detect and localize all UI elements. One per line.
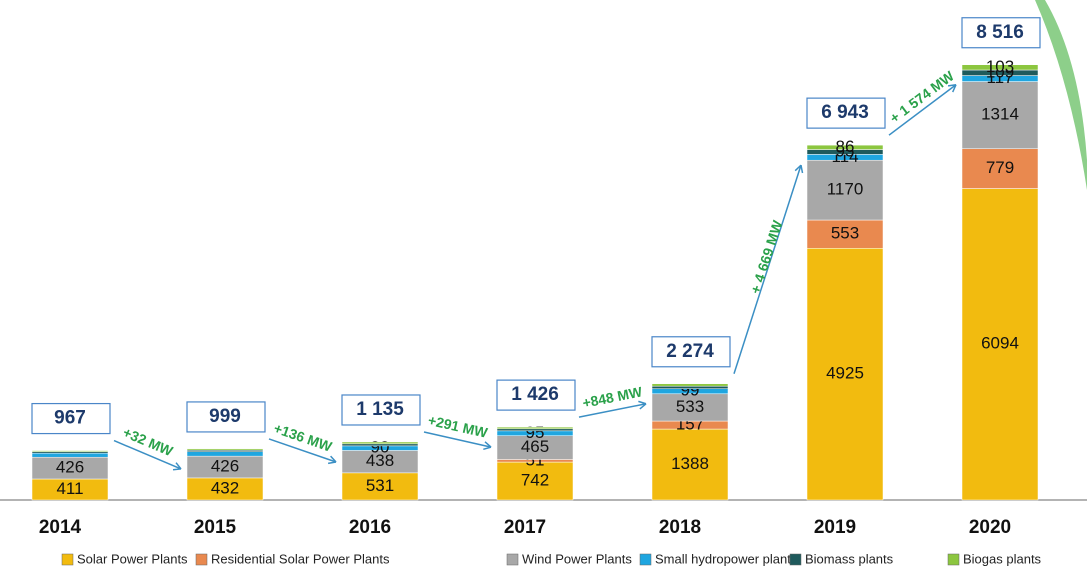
- arrow: [733, 164, 802, 375]
- x-tick-label: 2019: [814, 517, 856, 538]
- total-label: 2 274: [666, 341, 714, 362]
- legend-label: Small hydropower plants: [655, 551, 798, 566]
- total-box: [341, 394, 421, 426]
- bar-segment: [31, 452, 109, 458]
- legend-label: Wind Power Plants: [522, 551, 632, 566]
- bar-segment: [651, 385, 729, 389]
- arrow-head: [638, 400, 647, 410]
- x-tick-label: 2016: [349, 517, 391, 538]
- legend-swatch: [61, 553, 74, 566]
- data-label: 531: [366, 476, 394, 495]
- total-box: [961, 17, 1041, 49]
- data-label: 6094: [981, 334, 1019, 353]
- x-tick-label: 2014: [39, 517, 82, 538]
- legend-swatch: [789, 553, 802, 566]
- bar-segment: [651, 383, 729, 387]
- total-label: 1 135: [356, 399, 404, 420]
- legend-swatch: [506, 553, 519, 566]
- arrow: [888, 84, 957, 136]
- annotation: + 1 574 MW: [887, 67, 958, 126]
- arrow-head: [172, 462, 182, 471]
- bar-segment: [806, 144, 884, 150]
- total-box: [31, 402, 111, 435]
- x-tick-label: 2018: [659, 517, 701, 538]
- legend-swatch: [639, 553, 652, 566]
- data-label: 432: [211, 478, 239, 497]
- bar-segment: [961, 81, 1039, 149]
- data-label: 4925: [826, 364, 864, 383]
- total-box: [651, 336, 731, 368]
- arrow: [578, 403, 647, 418]
- legend-swatch: [947, 553, 960, 566]
- legend-label: Solar Power Plants: [77, 551, 188, 566]
- total-label: 1 426: [511, 384, 559, 405]
- total-box: [806, 97, 886, 129]
- bar-segment: [341, 443, 419, 447]
- legend-label: Biogas plants: [963, 551, 1042, 566]
- total-label: 999: [209, 406, 241, 427]
- bar-segment: [806, 219, 884, 249]
- x-tick-label: 2020: [969, 517, 1011, 538]
- bar-segment: [341, 441, 419, 445]
- annotation: +32 MW: [121, 424, 176, 460]
- legend-label: Biomass plants: [805, 551, 894, 566]
- data-label: 533: [676, 397, 704, 416]
- annotation: +291 MW: [427, 412, 490, 441]
- legend-swatch: [195, 553, 208, 566]
- data-label: 1170: [827, 180, 864, 199]
- bar-segment: [961, 64, 1039, 71]
- arrow: [268, 438, 337, 463]
- arrow: [423, 431, 492, 448]
- data-label: 411: [56, 479, 83, 498]
- arrow-head: [947, 83, 957, 93]
- arrow-head: [327, 455, 337, 465]
- annotation: + 4 669 MW: [747, 218, 786, 296]
- bar-segment: [186, 448, 264, 451]
- arrow-head: [794, 164, 804, 174]
- bar-segment: [31, 450, 109, 452]
- total-box: [496, 379, 576, 411]
- data-label: 95: [526, 423, 545, 442]
- bar-segment: [186, 451, 264, 457]
- bar-segment: [496, 428, 574, 432]
- data-label: 742: [521, 471, 549, 490]
- bar-segment: [651, 393, 729, 422]
- arrow-head: [483, 441, 492, 451]
- x-tick-label: 2015: [194, 517, 237, 538]
- decoration: [1035, 0, 1087, 190]
- bar-segment: [496, 426, 574, 430]
- total-label: 8 516: [976, 22, 1024, 43]
- data-label: 426: [211, 457, 239, 476]
- data-label: 1314: [981, 105, 1019, 124]
- annotation: +136 MW: [272, 420, 335, 455]
- data-label: 90: [371, 438, 390, 457]
- bar-segment: [961, 188, 1039, 501]
- arrow: [113, 439, 182, 470]
- bar-segment: [806, 159, 884, 221]
- x-tick-label: 2017: [504, 517, 546, 538]
- data-label: 86: [836, 137, 855, 156]
- total-box: [186, 401, 266, 433]
- data-label: 779: [986, 158, 1014, 177]
- bar-segment: [806, 248, 884, 501]
- data-label: 553: [831, 224, 859, 243]
- data-label: 1388: [671, 454, 709, 473]
- legend-label: Residential Solar Power Plants: [211, 551, 390, 566]
- data-label: 438: [366, 451, 394, 470]
- data-label: 465: [521, 437, 549, 456]
- data-label: 426: [56, 458, 84, 477]
- data-label: 103: [986, 57, 1014, 76]
- total-label: 967: [54, 408, 86, 429]
- total-label: 6 943: [821, 102, 869, 123]
- bar-segment: [496, 461, 574, 501]
